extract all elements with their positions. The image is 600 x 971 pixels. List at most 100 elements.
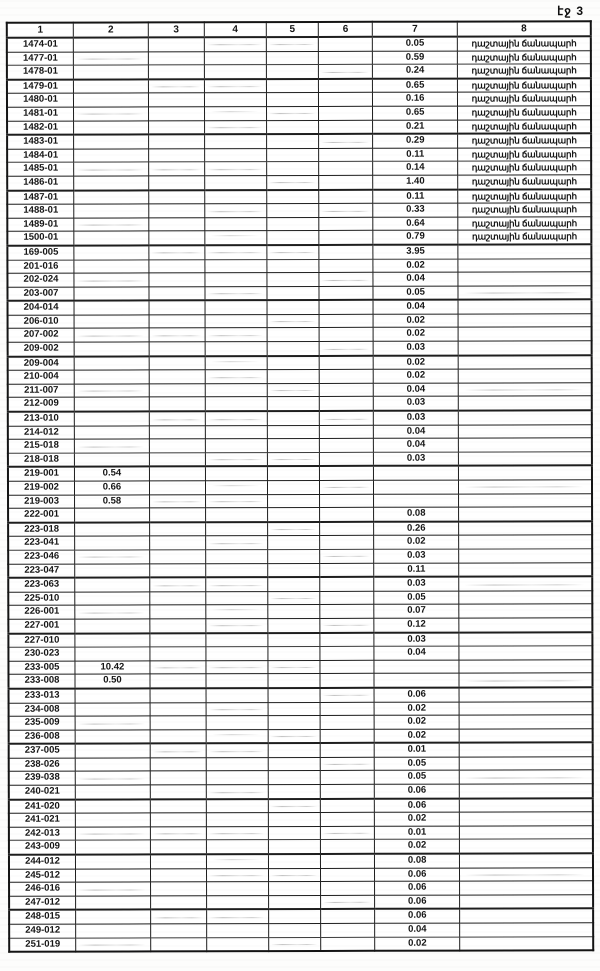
value-cell-col6 — [318, 161, 373, 176]
value-cell-col8 — [458, 285, 592, 300]
value-cell-col8 — [459, 687, 593, 702]
value-cell-col2 — [75, 937, 151, 952]
value-cell-col3 — [148, 64, 205, 80]
value-cell-col8 — [459, 867, 594, 882]
value-cell-col2 — [74, 286, 149, 301]
value-cell-col5 — [266, 244, 320, 260]
value-cell-col5 — [268, 909, 321, 924]
value-cell-col2 — [73, 134, 149, 149]
value-cell-col6 — [320, 687, 375, 702]
value-cell-col6 — [320, 562, 374, 578]
table-row: 218-018 0.03 — [7, 451, 592, 468]
value-cell-col8: դաշտային ճանապարհ — [457, 63, 591, 79]
value-cell-col2 — [73, 51, 149, 66]
value-cell-col8 — [459, 659, 593, 674]
value-cell-col4 — [206, 868, 269, 882]
value-cell-col7: 0.06 — [374, 687, 460, 702]
value-cell-col4 — [205, 452, 268, 467]
value-cell-col7: 0.04 — [373, 646, 460, 661]
value-cell-col8 — [459, 728, 593, 743]
value-cell-col3 — [149, 591, 206, 606]
value-cell-col3 — [149, 729, 207, 744]
value-cell-col2 — [73, 204, 149, 218]
value-cell-col8 — [459, 797, 593, 813]
table-row: 237-005 0.01 — [8, 742, 593, 759]
value-cell-col3 — [148, 259, 205, 273]
value-cell-col4 — [204, 78, 267, 94]
value-cell-col3 — [149, 494, 206, 509]
value-cell-col7: 0.12 — [373, 618, 460, 633]
value-cell-col5 — [266, 300, 320, 315]
value-cell-col6 — [319, 383, 374, 397]
parcel-id-cell: 1482-01 — [7, 120, 74, 135]
table-row: 244-012 0.08 — [8, 853, 593, 869]
value-cell-col2 — [75, 882, 151, 896]
parcel-id-cell: 237-005 — [8, 743, 76, 759]
value-cell-col2 — [75, 771, 151, 786]
value-cell-col3 — [149, 605, 206, 619]
value-cell-col2 — [75, 909, 151, 925]
value-cell-col2 — [75, 743, 151, 758]
value-cell-col2 — [73, 120, 149, 135]
value-cell-col4 — [205, 702, 268, 716]
value-cell-col4 — [204, 106, 267, 121]
parcel-id-cell: 213-010 — [7, 411, 75, 426]
parcel-id-cell: 206-010 — [7, 314, 75, 329]
parcel-id-cell: 1481-01 — [7, 107, 74, 121]
value-cell-col4 — [206, 895, 269, 910]
value-cell-col4 — [206, 798, 269, 813]
parcel-id-cell: 169-005 — [7, 245, 74, 260]
value-cell-col4 — [206, 729, 268, 744]
value-cell-col7: 0.03 — [373, 549, 459, 563]
value-cell-col2 — [74, 370, 150, 384]
value-cell-col7: 0.05 — [374, 756, 460, 771]
parcel-id-cell: 236-008 — [8, 729, 76, 745]
value-cell-col6 — [319, 493, 374, 508]
table-row: 219-001 0.54 — [7, 465, 592, 482]
value-cell-col2 — [74, 397, 150, 412]
value-cell-col5 — [266, 314, 320, 329]
value-cell-col8: դաշտային ճանապարհ — [458, 216, 592, 231]
value-cell-col3 — [150, 812, 207, 827]
column-header-4: 4 — [204, 22, 267, 38]
value-cell-col8: դաշտային ճանապարհ — [457, 161, 592, 176]
value-cell-col3 — [150, 854, 207, 869]
value-cell-col7: 0.26 — [373, 521, 459, 536]
value-cell-col5 — [266, 286, 320, 301]
value-cell-col2 — [74, 341, 149, 357]
value-cell-col4 — [205, 687, 268, 703]
value-cell-col3 — [149, 702, 206, 716]
parcel-id-cell: 235-009 — [8, 716, 76, 730]
value-cell-col7: 0.79 — [372, 230, 459, 245]
value-cell-col6 — [320, 839, 375, 854]
parcel-id-cell: 214-012 — [7, 425, 75, 440]
parcel-id-cell: 1480-01 — [6, 93, 74, 108]
value-cell-col6 — [319, 217, 373, 231]
value-cell-col8 — [459, 894, 594, 909]
value-cell-col4 — [205, 480, 268, 495]
value-cell-col6 — [319, 244, 373, 259]
value-cell-col8 — [459, 783, 593, 799]
value-cell-col3 — [149, 660, 206, 675]
parcel-id-cell: 1474-01 — [6, 37, 74, 52]
parcel-id-cell: 223-046 — [8, 550, 75, 564]
value-cell-col8 — [459, 922, 594, 937]
value-cell-col6 — [318, 64, 373, 79]
table-row: 1479-01 0.65 դաշտային ճանապարհ — [6, 78, 591, 94]
table-row: 1500-01 0.79 դաշտային ճանապարհ — [7, 230, 592, 246]
parcel-id-cell: 218-018 — [7, 452, 75, 468]
value-cell-col5 — [267, 618, 321, 633]
value-cell-col5 — [266, 92, 319, 107]
value-cell-col6 — [319, 203, 373, 218]
table-row: 1489-01 0.64 դաշտային ճանապարհ — [7, 216, 592, 232]
table-row: 1483-01 0.29 դաշտային ճանապարհ — [7, 133, 592, 150]
value-cell-col4 — [206, 826, 269, 841]
value-cell-col3 — [149, 646, 206, 661]
value-cell-col4 — [205, 411, 268, 426]
value-cell-col3 — [150, 798, 207, 814]
value-cell-col7: 1.40 — [372, 175, 459, 190]
value-cell-col2 — [74, 508, 150, 523]
value-cell-col7: 0.29 — [372, 133, 458, 149]
value-cell-col7: 0.11 — [372, 147, 458, 162]
value-cell-col3 — [149, 411, 206, 426]
